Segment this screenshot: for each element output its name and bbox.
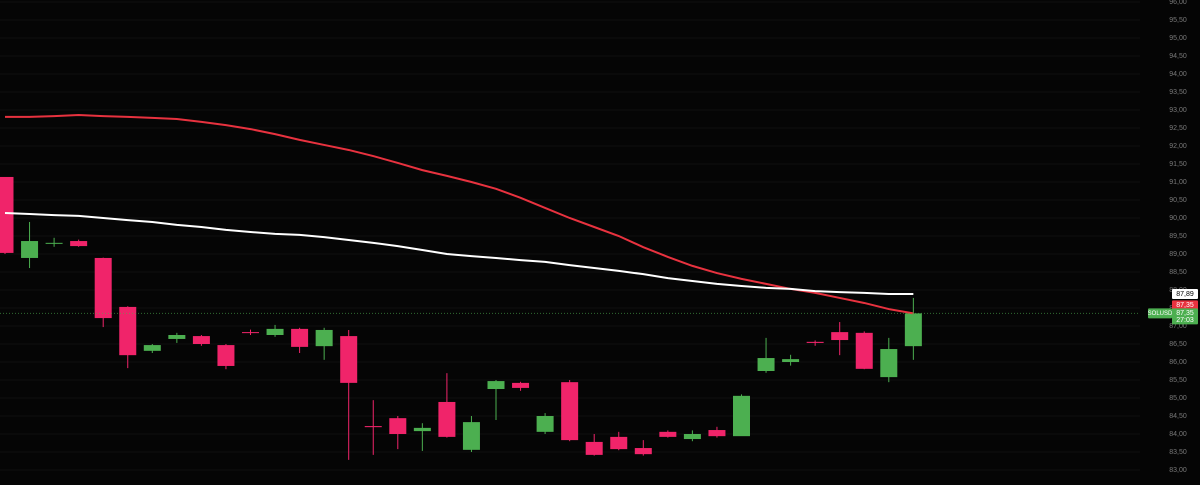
candle-body xyxy=(561,382,579,441)
candle-body xyxy=(21,241,39,258)
candle-body xyxy=(217,345,235,366)
candle-body xyxy=(168,335,186,339)
candle-body xyxy=(438,401,456,437)
candle-body xyxy=(536,416,554,432)
moving-average xyxy=(5,114,914,315)
ma-tag-label: 87,35 xyxy=(1176,302,1194,309)
candle-body xyxy=(487,381,505,389)
candle-body xyxy=(291,328,309,347)
y-tick-label: 86,00 xyxy=(1169,359,1187,366)
candle-body xyxy=(143,345,161,351)
candle-body xyxy=(0,176,14,253)
ma-tag xyxy=(1172,300,1198,311)
last-price-label: 87,35 xyxy=(1176,310,1194,317)
candle-body xyxy=(462,422,480,450)
ma-tag xyxy=(1172,288,1198,299)
candle-body xyxy=(610,436,628,450)
candle-body xyxy=(585,441,603,455)
y-tick-label: 87,00 xyxy=(1169,323,1187,330)
symbol-tag xyxy=(1148,308,1172,319)
y-tick-label: 95,00 xyxy=(1169,35,1187,42)
y-tick-label: 89,50 xyxy=(1169,233,1187,240)
y-tick-label: 91,50 xyxy=(1169,161,1187,168)
candle-body xyxy=(782,359,800,362)
y-tick-label: 94,00 xyxy=(1169,71,1187,78)
candle-body xyxy=(266,328,284,335)
countdown-label: 27:03 xyxy=(1176,317,1194,324)
y-tick-label: 88,50 xyxy=(1169,269,1187,276)
y-tick-label: 83,50 xyxy=(1169,449,1187,456)
y-tick-label: 92,50 xyxy=(1169,125,1187,132)
y-tick-label: 95,50 xyxy=(1169,17,1187,24)
y-tick-label: 84,50 xyxy=(1169,413,1187,420)
y-tick-label: 85,00 xyxy=(1169,395,1187,402)
y-tick-label: 86,50 xyxy=(1169,341,1187,348)
y-tick-label: 90,50 xyxy=(1169,197,1187,204)
y-tick-label: 83,00 xyxy=(1169,467,1187,474)
moving-average xyxy=(4,211,914,295)
candle-body xyxy=(904,313,922,347)
candle-body xyxy=(389,418,407,434)
y-tick-label: 90,00 xyxy=(1169,215,1187,222)
y-tick-label: 85,50 xyxy=(1169,377,1187,384)
candle-body xyxy=(708,430,726,437)
y-tick-label: 92,00 xyxy=(1169,143,1187,150)
candle-body xyxy=(512,382,530,388)
candle-body xyxy=(659,431,677,437)
candle-body xyxy=(94,257,112,319)
y-tick-label: 93,50 xyxy=(1169,89,1187,96)
candle-body xyxy=(45,242,63,244)
candle-body xyxy=(683,434,701,440)
candle-body xyxy=(806,341,824,343)
candle-body xyxy=(242,332,259,334)
y-tick-label: 89,00 xyxy=(1169,251,1187,258)
candle-body xyxy=(831,332,849,341)
candle-body xyxy=(315,329,333,347)
candle-body xyxy=(757,358,775,371)
ma-tag-label: 87,89 xyxy=(1176,291,1194,298)
candle-body xyxy=(364,426,382,428)
candle-body xyxy=(413,427,431,432)
y-tick-label: 91,00 xyxy=(1169,179,1187,186)
candle-body xyxy=(880,349,898,378)
symbol-label: SOLUSD xyxy=(1148,311,1173,317)
candle-body xyxy=(340,336,358,383)
candle-body xyxy=(733,395,750,437)
y-tick-label: 84,00 xyxy=(1169,431,1187,438)
candle-body xyxy=(119,306,137,356)
candle-body xyxy=(855,332,873,369)
y-tick-label: 96,00 xyxy=(1169,0,1187,6)
price-tag xyxy=(1172,308,1198,325)
candle-body xyxy=(192,336,210,344)
candle-body xyxy=(634,448,652,455)
y-tick-label: 94,50 xyxy=(1169,53,1187,60)
candle-body xyxy=(70,241,88,247)
y-tick-label: 93,00 xyxy=(1169,107,1187,114)
